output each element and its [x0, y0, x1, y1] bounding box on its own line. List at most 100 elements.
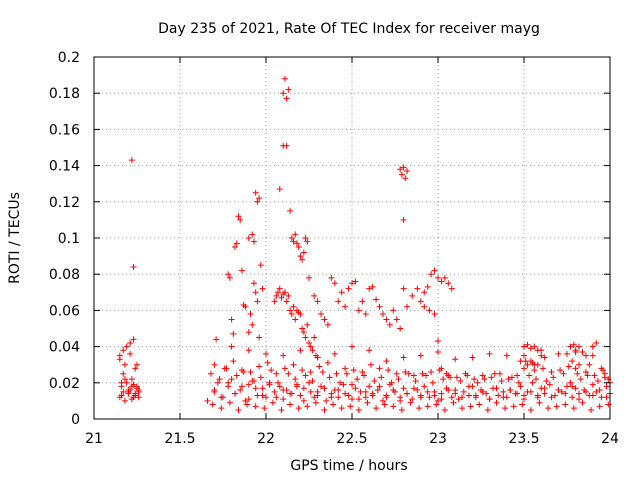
data-point [293, 383, 300, 390]
data-point [247, 368, 254, 375]
data-point [343, 370, 350, 377]
data-point [233, 372, 240, 379]
data-point [127, 339, 134, 346]
data-point [233, 240, 240, 247]
data-point [237, 216, 244, 223]
data-point [345, 392, 352, 399]
data-point [443, 370, 450, 377]
data-point [582, 388, 589, 395]
data-point [527, 406, 534, 413]
data-point [491, 370, 498, 377]
data-point [314, 354, 321, 361]
data-point [493, 385, 500, 392]
data-point [287, 207, 294, 214]
x-tick-label: 22.5 [336, 431, 367, 447]
data-point [419, 370, 426, 377]
data-point [352, 278, 359, 285]
data-point [127, 350, 134, 357]
x-tick-label: 21.5 [164, 431, 195, 447]
data-point [349, 381, 355, 388]
data-point [383, 358, 390, 365]
data-point [416, 405, 423, 412]
data-point [460, 388, 467, 395]
data-point [398, 171, 405, 178]
data-point [273, 394, 280, 401]
data-point [235, 406, 242, 413]
data-point [472, 392, 479, 399]
data-point [440, 376, 447, 383]
data-point [570, 405, 577, 412]
data-point [448, 394, 455, 401]
data-point [550, 374, 557, 381]
data-point [299, 256, 306, 263]
data-point [336, 379, 343, 386]
data-point [397, 166, 404, 173]
data-point [565, 363, 572, 370]
data-point [278, 294, 285, 301]
data-point [132, 365, 139, 372]
data-point [342, 365, 349, 372]
data-point [304, 321, 311, 328]
data-point [529, 379, 536, 386]
data-point [302, 334, 309, 341]
data-point [213, 336, 220, 343]
data-point [589, 392, 596, 399]
data-point [134, 361, 140, 368]
data-point [268, 367, 275, 374]
data-point [128, 157, 135, 164]
data-point [226, 274, 233, 281]
data-point [435, 274, 441, 281]
data-point [123, 379, 130, 386]
data-point [381, 401, 388, 408]
data-point [216, 376, 223, 383]
data-point [340, 381, 347, 388]
data-point [252, 403, 259, 410]
data-point [438, 396, 445, 403]
axis-ticks [93, 56, 611, 420]
data-point [524, 341, 531, 348]
data-point [276, 186, 283, 193]
data-point [534, 392, 541, 399]
data-point [457, 377, 464, 384]
data-point [503, 352, 510, 359]
data-point [238, 267, 245, 274]
data-point [359, 298, 366, 305]
data-point [307, 388, 314, 395]
data-point [459, 405, 466, 412]
x-tick-label: 22 [257, 431, 275, 447]
data-point [333, 370, 340, 377]
data-point [417, 394, 424, 401]
data-point [359, 368, 366, 375]
data-point [366, 285, 373, 292]
data-point [404, 303, 411, 310]
y-tick-label: 0.08 [49, 267, 80, 283]
data-point [373, 405, 380, 412]
data-point [496, 370, 503, 377]
data-point [306, 379, 312, 386]
data-point [280, 396, 287, 403]
data-point [306, 274, 312, 281]
data-point [266, 381, 273, 388]
data-point [235, 213, 242, 220]
data-point [579, 399, 586, 406]
data-point [362, 388, 369, 395]
data-point [379, 311, 386, 318]
data-point [297, 392, 304, 399]
data-point [275, 379, 282, 386]
data-point [271, 298, 278, 305]
data-point [560, 370, 567, 377]
data-point [218, 405, 225, 412]
data-point [349, 280, 355, 287]
data-point [569, 383, 576, 390]
data-point [417, 298, 424, 305]
data-point [400, 285, 407, 292]
data-point [207, 370, 214, 377]
data-point [495, 392, 502, 399]
data-point [533, 376, 540, 383]
data-point [338, 289, 345, 296]
data-point [245, 381, 252, 388]
data-point [596, 403, 603, 410]
data-point [307, 368, 314, 375]
data-point [331, 280, 338, 287]
data-point [393, 370, 400, 377]
